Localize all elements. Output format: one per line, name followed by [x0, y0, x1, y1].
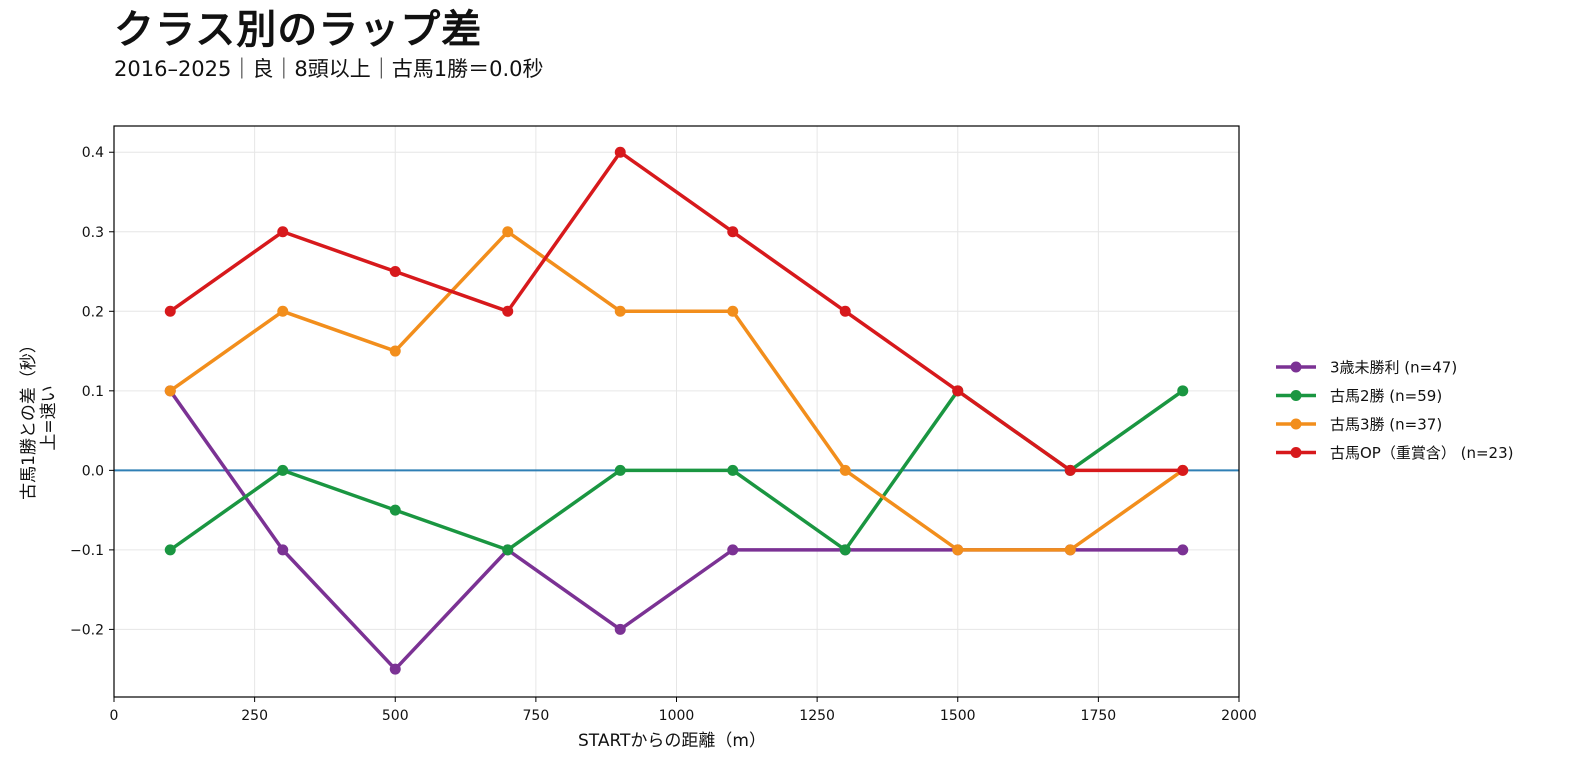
data-point — [839, 464, 851, 476]
data-point — [277, 464, 289, 476]
series-4 — [164, 146, 1189, 476]
y-tick-label: −0.2 — [70, 622, 104, 638]
legend-item: 古馬3勝 (n=37) — [1276, 416, 1442, 434]
data-point — [952, 544, 964, 556]
y-axis-subtitle: 上=速い — [39, 385, 59, 450]
legend-item: 古馬OP（重賞含） (n=23) — [1276, 444, 1514, 462]
x-tick-label: 2000 — [1221, 708, 1257, 724]
y-tick-label: 0.2 — [82, 304, 104, 320]
data-point — [1177, 385, 1189, 397]
legend-label: 古馬OP（重賞含） (n=23) — [1330, 444, 1514, 462]
data-point — [277, 305, 289, 317]
legend-swatch-marker — [1290, 418, 1302, 430]
y-axis: −0.2 −0.1 0.0 0.1 0.2 0.3 0.4 — [70, 145, 114, 638]
x-tick-label: 500 — [382, 708, 409, 724]
x-tick-label: 1000 — [659, 708, 695, 724]
x-tick-label: 250 — [241, 708, 268, 724]
data-point — [614, 305, 626, 317]
x-tick-label: 1500 — [940, 708, 976, 724]
data-point — [389, 663, 401, 675]
data-point — [164, 544, 176, 556]
data-point — [727, 544, 739, 556]
x-axis: 0 250 500 750 1000 1250 1500 1750 2000 — [110, 697, 1257, 724]
x-tick-label: 1750 — [1081, 708, 1117, 724]
x-tick-label: 750 — [523, 708, 550, 724]
data-point — [1064, 544, 1076, 556]
legend-label: 古馬3勝 (n=37) — [1330, 416, 1442, 434]
legend-item: 3歳未勝利 (n=47) — [1276, 359, 1457, 377]
data-point — [502, 544, 514, 556]
grid — [113, 126, 1240, 697]
data-point — [952, 385, 964, 397]
legend-label: 古馬2勝 (n=59) — [1330, 387, 1442, 405]
y-tick-label: 0.1 — [82, 384, 104, 400]
data-point — [1064, 464, 1076, 476]
data-point — [277, 226, 289, 238]
series-line — [168, 230, 1185, 552]
data-point — [389, 345, 401, 357]
data-point — [614, 146, 626, 158]
data-point — [614, 464, 626, 476]
legend-item: 古馬2勝 (n=59) — [1276, 387, 1442, 405]
data-point — [839, 544, 851, 556]
legend-swatch-marker — [1290, 361, 1302, 373]
data-point — [1177, 464, 1189, 476]
chart-title: クラス別のラップ差 — [114, 7, 483, 53]
series-line — [168, 150, 1185, 473]
legend: 3歳未勝利 (n=47) 古馬2勝 (n=59) 古馬3勝 (n=37) 古馬OP（重… — [1276, 359, 1514, 462]
data-point — [164, 385, 176, 397]
data-point — [614, 623, 626, 635]
data-point — [277, 544, 289, 556]
data-point — [1177, 544, 1189, 556]
data-point — [502, 226, 514, 238]
y-tick-label: 0.3 — [82, 225, 104, 241]
data-point — [727, 464, 739, 476]
legend-label: 3歳未勝利 (n=47) — [1330, 359, 1457, 377]
y-tick-label: −0.1 — [70, 543, 104, 559]
data-point — [389, 504, 401, 516]
legend-swatch-marker — [1290, 390, 1302, 401]
x-tick-label: 1250 — [799, 708, 835, 724]
chart-subtitle: 2016–2025｜良｜8頭以上｜古馬1勝＝0.0秒 — [114, 57, 544, 81]
data-point — [839, 305, 851, 317]
y-axis-title: 古馬1勝との差（秒） — [19, 336, 39, 500]
data-point — [727, 226, 739, 238]
data-point — [727, 305, 739, 317]
legend-swatch-marker — [1290, 447, 1302, 458]
series-layer — [164, 146, 1189, 675]
x-tick-label: 0 — [110, 708, 119, 724]
x-axis-title: STARTからの距離（m） — [578, 731, 766, 751]
y-tick-label: 0.0 — [82, 463, 104, 479]
data-point — [164, 305, 176, 317]
data-point — [502, 305, 514, 317]
data-point — [389, 266, 401, 278]
y-tick-label: 0.4 — [82, 145, 104, 161]
